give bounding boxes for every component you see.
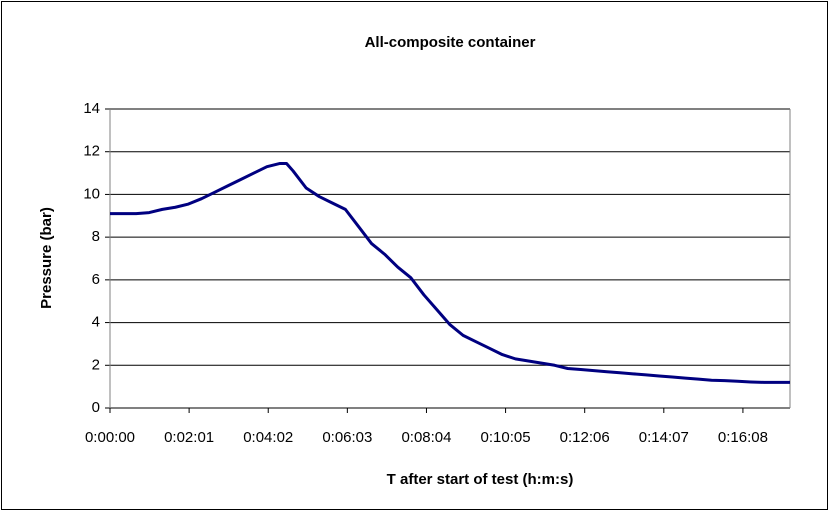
- x-tick-label: 0:04:02: [243, 429, 293, 446]
- y-tick-label: 6: [92, 271, 100, 288]
- y-tick-label: 2: [92, 356, 100, 373]
- x-tick-label: 0:16:08: [718, 429, 768, 446]
- y-tick-label: 0: [92, 399, 100, 416]
- x-tick-label: 0:14:07: [639, 429, 689, 446]
- x-tick-label: 0:00:00: [85, 429, 135, 446]
- y-tick-label: 4: [92, 314, 100, 331]
- x-tick-label: 0:06:03: [322, 429, 372, 446]
- x-tick-label: 0:08:04: [401, 429, 451, 446]
- y-axis-label: Pressure (bar): [38, 207, 55, 309]
- y-tick-label: 10: [83, 185, 100, 202]
- x-axis-label: T after start of test (h:m:s): [387, 471, 574, 488]
- y-tick-label: 8: [92, 228, 100, 245]
- y-tick-label: 14: [83, 100, 100, 117]
- chart-title: All-composite container: [365, 34, 536, 51]
- data-line: [110, 161, 790, 384]
- x-tick-label: 0:10:05: [481, 429, 531, 446]
- x-tick-label: 0:02:01: [164, 429, 214, 446]
- x-tick-label: 0:12:06: [560, 429, 610, 446]
- y-tick-label: 12: [83, 143, 100, 160]
